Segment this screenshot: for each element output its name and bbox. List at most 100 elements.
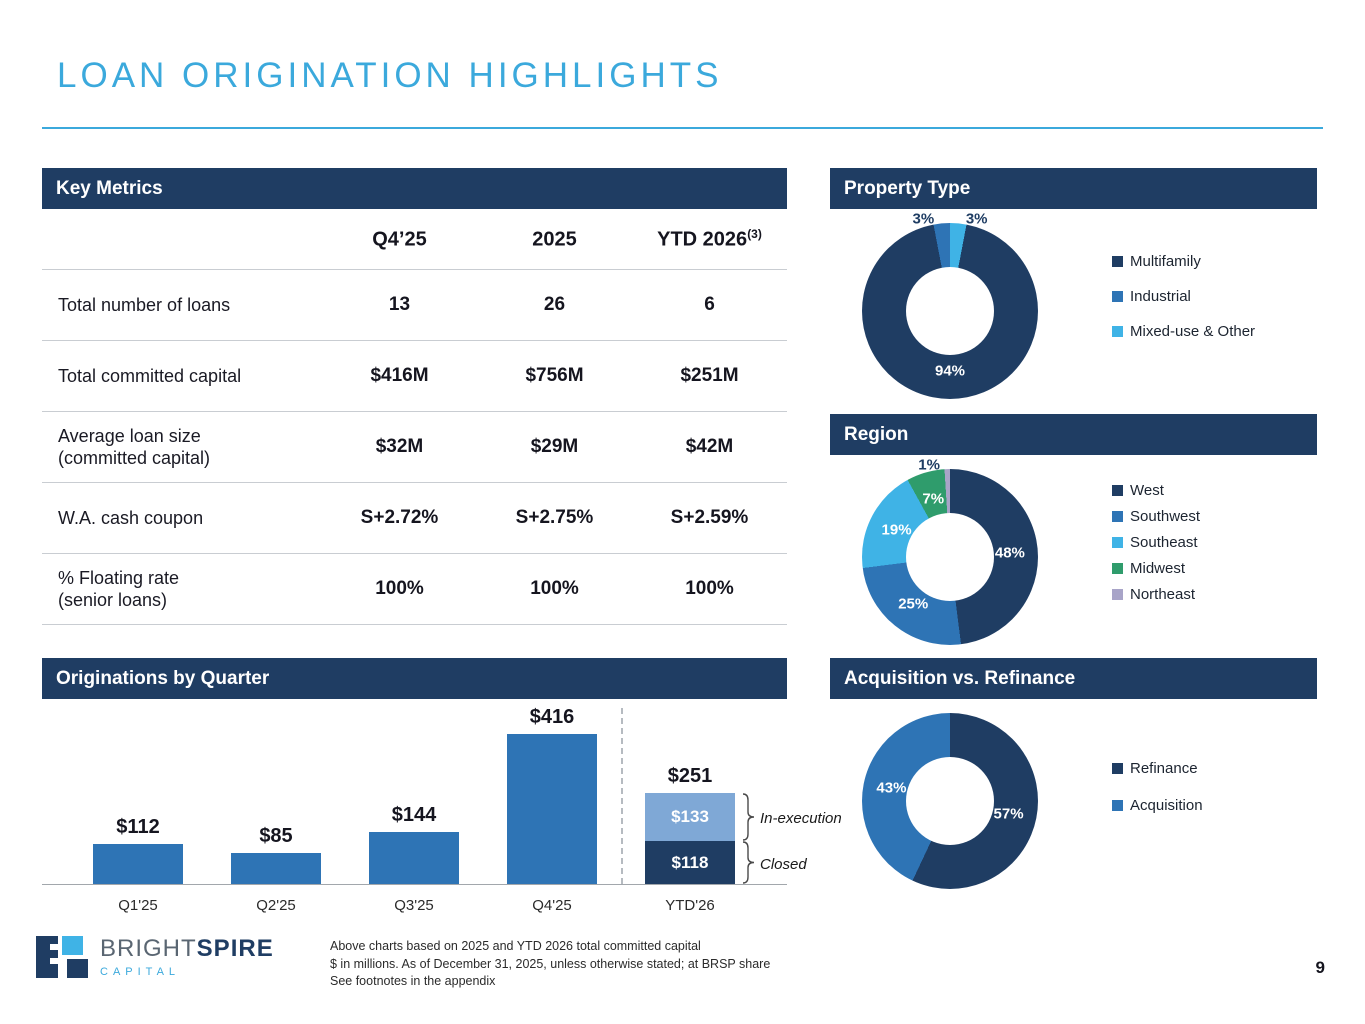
metric-value: $42M — [685, 436, 734, 457]
bar-segment-closed — [93, 844, 183, 884]
panel-title: Key Metrics — [56, 178, 163, 199]
legend-label: Southwest — [1130, 508, 1201, 525]
title-divider — [42, 127, 1323, 129]
legend-item: Mixed-use & Other — [1112, 323, 1255, 340]
table-header-row: Q4’25 2025 YTD 2026(3) — [42, 209, 787, 270]
brand-text: BRIGHTSPIRE CAPITAL — [100, 936, 274, 978]
slice-percent-label: 1% — [918, 456, 940, 474]
x-axis-label: Q3'25 — [394, 897, 434, 914]
metric-value: 13 — [388, 294, 411, 315]
legend: Multifamily Industrial Mixed-use & Other — [1112, 253, 1255, 340]
panel-title: Acquisition vs. Refinance — [844, 668, 1076, 689]
bar-total-label: $85 — [259, 825, 293, 847]
legend-swatch — [1112, 511, 1123, 522]
metric-label: W.A. cash coupon — [58, 507, 204, 528]
metric-value: 100% — [375, 578, 424, 599]
table-row: % Floating rate (senior loans) 100% 100% … — [42, 554, 787, 625]
legend-item: Multifamily — [1112, 253, 1255, 270]
table-row: Average loan size (committed capital) $32… — [42, 412, 787, 483]
table-row: Total committed capital $416M $756M $251… — [42, 341, 787, 412]
metric-value: 100% — [685, 578, 734, 599]
bar-chart: $112 Q1'25 $85 Q2'25 $144 Q3'25 $416 Q4'25 $118 C… — [42, 700, 842, 914]
column-header-ytd2026: YTD 2026(3) — [657, 226, 762, 251]
slice-percent-label: 43% — [876, 779, 907, 797]
segment-value-label: $133 — [671, 807, 709, 826]
legend: Refinance Acquisition — [1112, 760, 1203, 814]
panel-title: Property Type — [844, 178, 971, 199]
legend-item: Acquisition — [1112, 797, 1203, 814]
table-row: W.A. cash coupon S+2.72% S+2.75% S+2.59% — [42, 483, 787, 554]
legend-label: Midwest — [1130, 560, 1186, 577]
legend-item: Southeast — [1112, 534, 1200, 551]
property-type-chart-area: 94% 3% 3% Multifamily Industrial Mixed-use &… — [830, 209, 1317, 414]
acq-refi-chart-area: 57% 43% Refinance Acquisition — [830, 699, 1317, 904]
key-metrics-panel: Key Metrics Q4’25 2025 YTD 2026(3) Total… — [42, 168, 787, 625]
key-metrics-panel-header: Key Metrics — [42, 168, 787, 209]
brightspire-logo-icon — [36, 936, 88, 978]
bar-segment-closed — [507, 734, 597, 884]
column-header-2025: 2025 — [532, 228, 577, 251]
legend-label: Multifamily — [1130, 253, 1201, 270]
legend-swatch — [1112, 563, 1123, 574]
bar-total-label: $144 — [391, 804, 437, 826]
metric-value: 100% — [530, 578, 579, 599]
legend-label: Acquisition — [1130, 797, 1203, 814]
legend-swatch — [1112, 763, 1123, 774]
metric-value: $416M — [370, 365, 429, 386]
segment-annotation: Closed — [760, 855, 807, 873]
x-axis-label: Q2'25 — [256, 897, 296, 914]
legend-label: Northeast — [1130, 586, 1196, 603]
footnote-line: See footnotes in the appendix — [330, 974, 496, 988]
acq-refi-panel-header: Acquisition vs. Refinance — [830, 658, 1317, 699]
metric-label: Average loan size (committed capital) — [58, 425, 211, 469]
x-axis-label: Q1'25 — [118, 897, 158, 914]
slice-percent-label: 48% — [994, 544, 1025, 562]
legend-item: Southwest — [1112, 508, 1200, 525]
region-donut-chart: 48% 25% 19% 7% 1% — [862, 457, 1038, 645]
metric-label: Total committed capital — [58, 365, 242, 386]
x-axis-label: Q4'25 — [532, 897, 572, 914]
slice-percent-label: 25% — [898, 595, 929, 613]
legend-swatch — [1112, 326, 1123, 337]
metric-value: $756M — [525, 365, 584, 386]
bar-total-label: $416 — [529, 706, 575, 728]
metric-value: $32M — [375, 436, 424, 457]
originations-panel-header: Originations by Quarter — [42, 658, 787, 699]
annotation-brace — [742, 841, 755, 884]
legend-label: Refinance — [1130, 760, 1198, 777]
bar-total-label: $112 — [116, 816, 160, 838]
brand-subtitle: CAPITAL — [100, 965, 181, 978]
annotation-brace — [742, 793, 755, 841]
key-metrics-table: Q4’25 2025 YTD 2026(3) Total number of l… — [42, 209, 787, 625]
slice-percent-label: 7% — [922, 490, 945, 508]
table-row: Total number of loans 13 26 6 — [42, 270, 787, 341]
metric-label: Total number of loans — [58, 294, 231, 315]
legend-item: Refinance — [1112, 760, 1203, 777]
footnote-line: $ in millions. As of December 31, 2025, … — [330, 956, 771, 971]
slice-percent-label: 3% — [965, 210, 988, 228]
property-type-donut-chart: 94% 3% 3% — [862, 211, 1038, 399]
footnote-marker: (3) — [747, 226, 762, 241]
metric-value: 6 — [704, 294, 715, 315]
originations-by-quarter-panel: Originations by Quarter $112 Q1'25 $85 Q2'2… — [42, 658, 842, 914]
legend: West Southwest Southeast Midwest Northeast — [1112, 482, 1200, 603]
legend-label: Industrial — [1130, 288, 1191, 305]
metric-label: % Floating rate (senior loans) — [58, 567, 180, 611]
footnotes: Above charts based on 2025 and YTD 2026 … — [330, 938, 770, 991]
bar-segment-closed — [369, 832, 459, 884]
panel-title: Region — [844, 424, 909, 445]
bar-segment-closed — [231, 853, 321, 884]
segment-value-label: $118 — [671, 852, 709, 872]
period-separator-line — [621, 708, 623, 884]
legend-item: West — [1112, 482, 1200, 499]
bar-total-label: $251 — [667, 765, 713, 787]
region-panel-header: Region — [830, 414, 1317, 455]
metric-value: S+2.59% — [670, 507, 749, 528]
x-axis-label: YTD'26 — [665, 897, 715, 914]
page-number: 9 — [1315, 958, 1325, 977]
metric-value: S+2.75% — [515, 507, 594, 528]
legend-item: Midwest — [1112, 560, 1200, 577]
slice-percent-label: 94% — [934, 362, 966, 380]
legend-swatch — [1112, 256, 1123, 267]
